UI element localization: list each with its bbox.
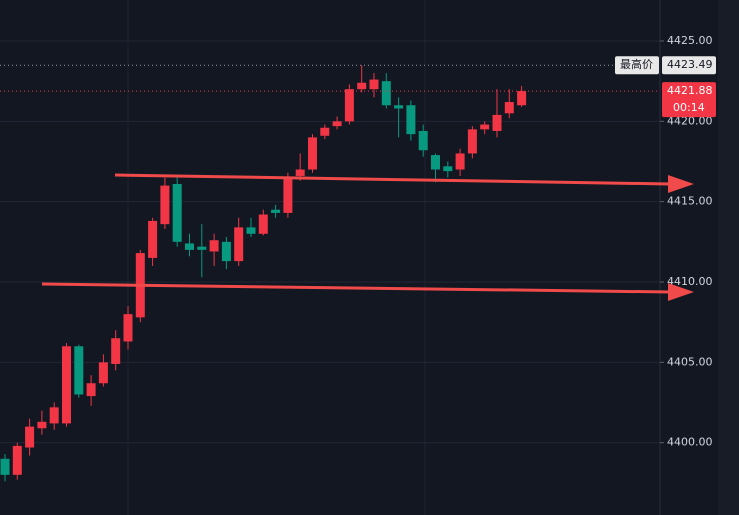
last-price-box	[662, 82, 716, 118]
candle-body	[418, 130, 428, 151]
arrow	[114, 173, 694, 193]
candle-body	[381, 81, 391, 106]
candle-body	[197, 246, 207, 250]
candle-body	[295, 169, 305, 176]
candle-body	[320, 127, 330, 136]
high-value: 4423.49	[667, 58, 713, 71]
candle-body	[480, 124, 490, 130]
candle-body	[62, 346, 71, 424]
candle-body	[0, 458, 10, 475]
candle-body	[111, 338, 121, 364]
candle-body	[258, 214, 268, 234]
high-label: 最高价	[620, 57, 653, 71]
candle-body	[246, 227, 256, 234]
candle-body	[98, 362, 108, 384]
candle-body	[283, 177, 293, 213]
side-panel	[718, 0, 739, 515]
last-price: 4421.88	[667, 84, 713, 97]
candle-body	[308, 137, 317, 170]
candle-body	[209, 240, 219, 252]
candle-body	[221, 241, 231, 262]
candle-body	[431, 155, 440, 170]
candle-body	[492, 114, 502, 131]
candle-body	[74, 346, 84, 395]
candle-body	[443, 166, 453, 172]
y-tick-label: 4410.00	[667, 275, 713, 288]
candle-body	[160, 185, 170, 225]
candle-body	[504, 102, 514, 114]
high-value-box	[662, 56, 716, 75]
candle-body	[271, 209, 281, 213]
candle-body	[185, 243, 194, 250]
countdown: 00:14	[673, 101, 705, 114]
candle-body	[344, 89, 354, 122]
candle-body	[123, 314, 133, 342]
candle-body	[369, 79, 379, 90]
candle-body	[455, 153, 465, 170]
y-tick-label: 4415.00	[667, 195, 713, 208]
y-tick-label: 4405.00	[667, 355, 713, 368]
candle-body	[37, 421, 47, 429]
y-tick-label: 4420.00	[667, 114, 713, 127]
y-tick-label: 4425.00	[667, 34, 713, 47]
high-label-box	[615, 56, 659, 75]
candle-body	[234, 227, 244, 262]
arrow	[41, 282, 694, 301]
candle-body	[406, 105, 416, 135]
candle-body	[86, 383, 96, 397]
candle-body	[357, 82, 367, 90]
candle-body	[517, 91, 527, 106]
candle-body	[25, 426, 35, 448]
candle-body	[394, 105, 404, 109]
candle-body	[49, 407, 59, 424]
candle-body	[172, 183, 182, 242]
candle-body	[467, 129, 477, 154]
candle-body	[332, 121, 342, 127]
y-tick-label: 4400.00	[667, 436, 713, 449]
candle-body	[12, 445, 22, 475]
candle-body	[148, 220, 158, 258]
